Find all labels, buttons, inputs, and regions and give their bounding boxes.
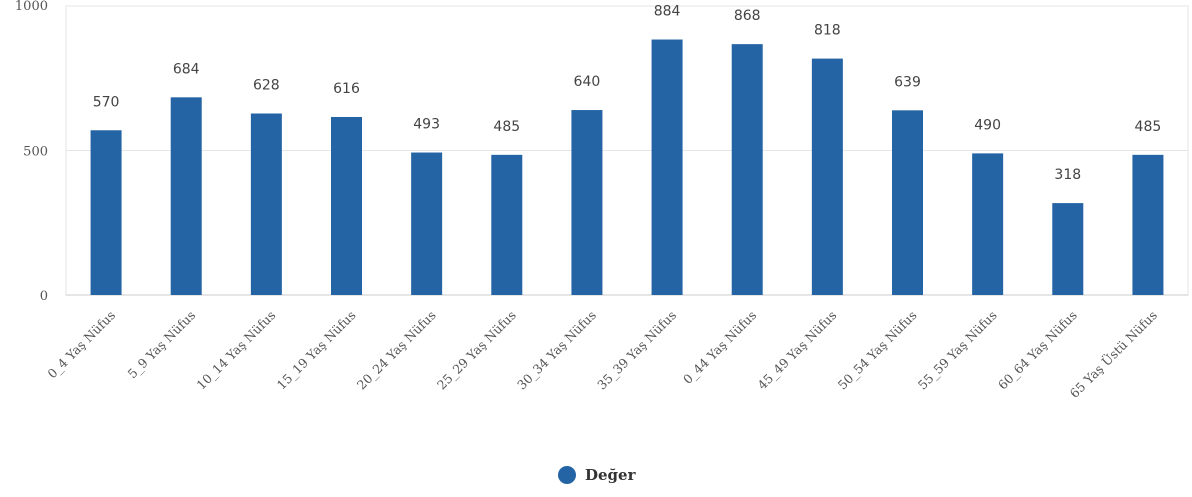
bar-value-label: 490: [974, 117, 1001, 133]
x-tick-label: 25_29 Yaş Nüfus: [434, 308, 519, 393]
bar[interactable]: [651, 39, 683, 295]
legend[interactable]: Değer: [558, 466, 637, 484]
y-tick-label: 0: [40, 289, 48, 304]
bar-value-label: 318: [1054, 167, 1081, 183]
bar[interactable]: [250, 113, 282, 296]
x-tick-label: 15_19 Yaş Nüfus: [274, 308, 359, 393]
bar-value-label: 640: [574, 74, 601, 90]
x-tick-label: 5_9 Yaş Nüfus: [125, 308, 199, 382]
bar-value-label: 884: [654, 4, 681, 20]
bar-value-label: 639: [894, 74, 921, 90]
bar-value-label: 684: [173, 61, 200, 77]
bar[interactable]: [90, 130, 122, 295]
x-tick-label: 60_64 Yaş Nüfus: [995, 308, 1080, 393]
bar[interactable]: [331, 116, 362, 295]
bar[interactable]: [170, 97, 202, 295]
bar-value-label: 628: [253, 78, 280, 94]
x-tick-label: 65 Yaş Üstü Nüfus: [1066, 307, 1160, 401]
x-tick-label: 0_44 Yaş Nüfus: [680, 308, 759, 387]
y-tick-label: 1000: [15, 0, 48, 14]
bar[interactable]: [972, 153, 1004, 295]
bar-value-label: 485: [493, 119, 520, 135]
bar-value-label: 818: [814, 23, 841, 39]
x-tick-label: 45_49 Yaş Nüfus: [754, 308, 839, 393]
y-axis: 0 500 1000: [15, 0, 48, 304]
bar-value-label: 616: [333, 81, 360, 97]
bar-value-label: 493: [413, 117, 440, 133]
grid-lines: [65, 5, 1189, 296]
x-tick-label: 55_59 Yaş Nüfus: [915, 308, 1000, 393]
x-tick-label: 10_14 Yaş Nüfus: [193, 308, 278, 393]
bar[interactable]: [1132, 154, 1164, 295]
legend-marker[interactable]: [558, 466, 576, 484]
bar-value-label: 570: [93, 94, 120, 110]
x-tick-label: 20_24 Yaş Nüfus: [354, 308, 439, 393]
y-tick-label: 500: [23, 145, 48, 160]
bar[interactable]: [491, 154, 523, 295]
data-labels: 570 684 628 616 493 485 640 884 868 818 639 490 318 4…: [93, 4, 1162, 184]
x-tick-label: 35_39 Yaş Nüfus: [594, 308, 679, 393]
bar[interactable]: [811, 58, 843, 296]
x-tick-label: 30_34 Yaş Nüfus: [514, 308, 599, 393]
bar-series: [90, 39, 1164, 296]
bar-value-label: 485: [1135, 119, 1162, 135]
bar[interactable]: [571, 110, 603, 295]
legend-label[interactable]: Değer: [585, 466, 637, 484]
bar[interactable]: [411, 152, 443, 295]
x-tick-label: 50_54 Yaş Nüfus: [835, 308, 920, 393]
x-tick-label: 0_4 Yaş Nüfus: [44, 308, 118, 382]
bar[interactable]: [892, 110, 923, 295]
bar[interactable]: [1052, 203, 1084, 295]
bar[interactable]: [731, 44, 763, 296]
bar-value-label: 868: [734, 8, 761, 24]
